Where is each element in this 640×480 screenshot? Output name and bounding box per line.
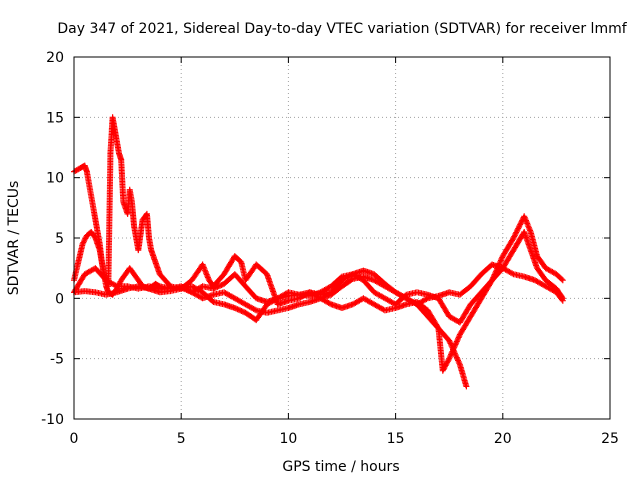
y-axis-label: SDTVAR / TECUs xyxy=(6,181,22,296)
y-tick-label: 0 xyxy=(55,291,64,307)
axis-ticks xyxy=(73,56,611,420)
series-track-4 xyxy=(71,229,566,326)
data-point xyxy=(511,233,518,240)
chart-title: Day 347 of 2021, Sidereal Day-to-day VTE… xyxy=(57,21,627,37)
x-tick-label: 5 xyxy=(177,431,186,447)
data-point xyxy=(434,324,441,331)
data-point xyxy=(509,270,516,277)
data-point xyxy=(559,294,565,301)
data-point xyxy=(463,383,470,390)
data-point xyxy=(445,357,452,363)
data-point xyxy=(517,221,524,228)
x-tick-label: 15 xyxy=(387,431,405,447)
y-tick-label: -10 xyxy=(41,412,64,428)
data-point xyxy=(402,292,409,299)
grid-lines xyxy=(74,57,610,419)
x-tick-label: 10 xyxy=(279,431,297,447)
y-tick-label: 10 xyxy=(46,171,64,187)
y-tick-label: 5 xyxy=(55,231,64,247)
x-axis-label: GPS time / hours xyxy=(282,459,399,475)
data-point xyxy=(559,277,566,284)
y-tick-label: -5 xyxy=(50,352,64,368)
y-tick-label: 20 xyxy=(46,50,64,66)
data-point xyxy=(251,306,258,313)
y-tick-label: 15 xyxy=(46,110,64,126)
data-point xyxy=(558,276,565,283)
data-point xyxy=(559,295,566,302)
data-points xyxy=(71,114,566,390)
x-tick-label: 20 xyxy=(494,431,512,447)
y-tick-labels: -10 -5 0 5 10 15 20 xyxy=(41,50,64,428)
x-tick-labels: 0 5 10 15 20 25 xyxy=(70,431,619,447)
x-tick-label: 0 xyxy=(70,431,79,447)
x-tick-label: 25 xyxy=(601,431,619,447)
